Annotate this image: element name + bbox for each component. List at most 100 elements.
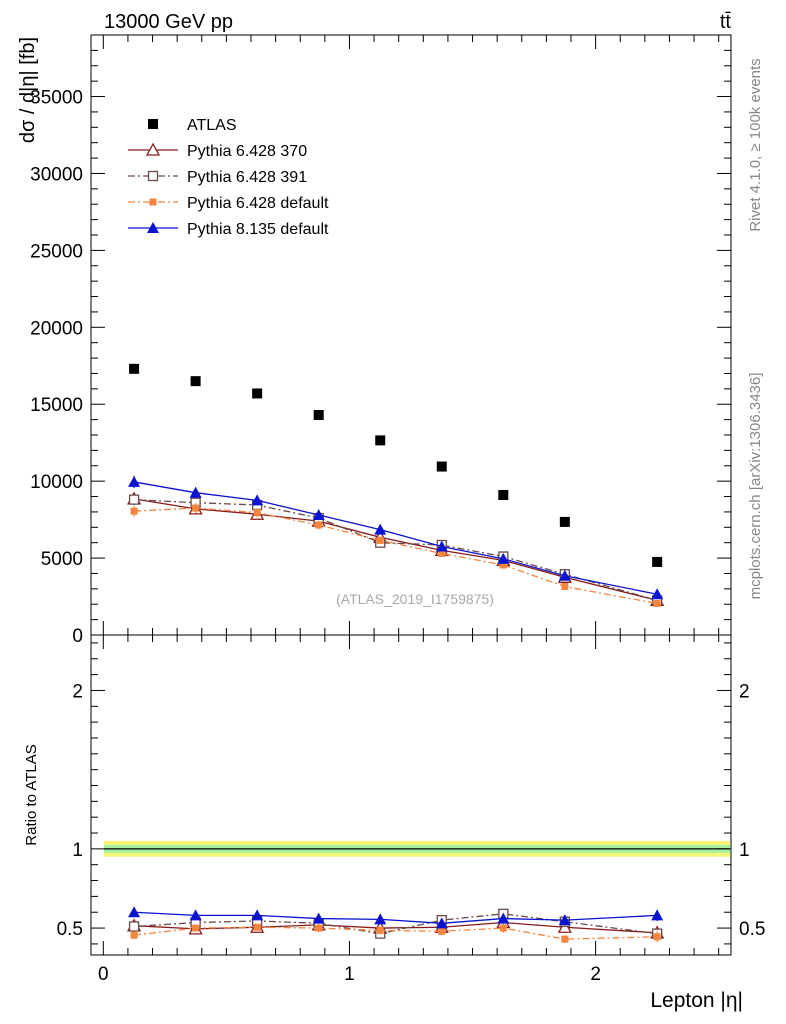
ratio-data-point: [651, 909, 664, 921]
ratio-y-tick-label: 2: [72, 681, 83, 702]
main-data-point: [559, 516, 570, 527]
main-data-point: [438, 549, 446, 557]
main-series-pythia-6-428-default: [130, 503, 661, 607]
main-ticks: [91, 34, 731, 636]
ratio-bands: [104, 840, 730, 857]
ratio-data-point: [128, 906, 141, 918]
ratio-data-point: [130, 931, 138, 939]
main-data-point: [192, 504, 200, 512]
ratio-series-line: [134, 913, 658, 935]
ratio-ticks: [91, 635, 731, 955]
legend-label: Pythia 6.428 391: [187, 169, 307, 186]
main-plot: 0 5000 10000 15000 20000 25000 30000 35000 (ATL…: [17, 34, 732, 647]
ratio-series-pythia-8-135-default: [128, 906, 664, 929]
main-data-point: [652, 556, 663, 567]
main-data-point: [312, 509, 325, 520]
main-data-point: [498, 490, 509, 500]
main-data-point: [190, 376, 201, 387]
legend-entry-pythia-6-428-default: Pythia 6.428 default: [128, 195, 329, 212]
ratio-data-point: [499, 924, 507, 932]
mcplots-label: mcplots.cern.ch [arXiv:1306.3436]: [747, 373, 764, 600]
legend-entry-atlas: ATLAS: [148, 117, 237, 134]
legend: ATLAS Pythia 6.428 370 Pythia 6.428 391 Pyt…: [128, 117, 329, 238]
main-y-tick-label: 10000: [30, 472, 83, 493]
main-data-point: [129, 363, 140, 374]
main-data-point: [558, 569, 571, 581]
main-data-point: [561, 583, 569, 591]
x-tick-labels: 0 1 2: [98, 964, 601, 985]
main-y-tick-label: 15000: [30, 395, 83, 416]
ratio-series-pythia-6-428-default: [130, 923, 661, 944]
main-data-point: [128, 494, 140, 505]
ratio-series: [126, 906, 665, 944]
ratio-y-axis-label: Ratio to ATLAS: [23, 744, 40, 845]
main-data-point: [253, 509, 261, 517]
main-series-pythia-6-428-370: [126, 491, 665, 607]
ratio-data-point: [128, 921, 140, 932]
ratio-y-tick-labels: 0.5 0.5 1 1 2 2: [57, 681, 766, 940]
legend-marker: [145, 142, 161, 156]
ratio-data-point: [192, 924, 200, 932]
main-series-pythia-6-428-391: [128, 494, 663, 606]
main-data-point: [651, 588, 664, 600]
main-y-tick-label: 35000: [30, 88, 83, 109]
ratio-data-point: [561, 935, 569, 943]
legend-label: Pythia 6.428 default: [187, 195, 329, 212]
main-series-line: [133, 481, 658, 595]
legend-entry-pythia-8-135-default: Pythia 8.135 default: [128, 221, 329, 238]
x-tick-label: 0: [98, 964, 109, 985]
ratio-data-point: [315, 924, 323, 932]
ratio-data-point: [438, 927, 446, 935]
main-series: [126, 363, 665, 607]
legend-marker: [147, 222, 159, 233]
ratio-data-point: [376, 926, 384, 934]
main-series-line: [134, 498, 658, 602]
main-data-point: [128, 475, 141, 487]
main-y-tick-labels: 0 5000 10000 15000 20000 25000 30000 35000: [30, 88, 83, 647]
main-series-pythia-8-135-default: [128, 475, 664, 600]
x-tick-label: 1: [344, 964, 355, 985]
ratio-y-tick-label-right: 0.5: [739, 919, 765, 940]
x-tick-label: 2: [590, 964, 601, 985]
main-data-point: [251, 494, 264, 506]
main-data-point: [130, 507, 138, 515]
main-data-point: [313, 410, 324, 420]
rivet-label: Rivet 4.1.0, ≥ 100k events: [747, 58, 764, 231]
ratio-data-point: [253, 923, 261, 931]
main-y-tick-label: 0: [72, 626, 83, 647]
process-label: tt̄: [720, 11, 732, 33]
ratio-data-point: [251, 909, 264, 921]
main-data-point: [499, 561, 507, 569]
ratio-data-point: [374, 913, 387, 925]
legend-marker: [149, 198, 157, 206]
ratio-y-tick-label: 1: [72, 840, 83, 861]
ratio-data-point: [189, 909, 202, 921]
legend-marker: [148, 119, 158, 129]
ratio-data-point: [558, 914, 571, 926]
main-data-point: [497, 552, 510, 564]
main-data-point: [436, 461, 447, 472]
main-y-tick-label: 25000: [30, 241, 83, 262]
main-data-point: [653, 599, 661, 607]
main-y-tick-label: 20000: [30, 318, 83, 339]
main-data-point: [252, 388, 263, 399]
ratio-y-tick-label-right: 2: [739, 681, 750, 702]
ratio-data-point: [653, 933, 661, 941]
ratio-series-pythia-6-428-391: [128, 908, 663, 939]
main-data-point: [374, 523, 387, 535]
legend-entry-pythia-6-428-370: Pythia 6.428 370: [128, 142, 307, 160]
legend-entry-pythia-6-428-391: Pythia 6.428 391: [128, 169, 307, 186]
main-y-axis-label: dσ / d|η| [fb]: [17, 37, 39, 143]
ratio-data-point: [312, 912, 325, 924]
legend-label: ATLAS: [187, 117, 237, 134]
analysis-label: (ATLAS_2019_I1759875): [336, 591, 494, 607]
ratio-data-point: [497, 912, 510, 924]
ratio-y-tick-label: 0.5: [57, 919, 83, 940]
main-data-point: [376, 536, 384, 544]
main-y-tick-label: 5000: [41, 549, 83, 570]
energy-label: 13000 GeV pp: [104, 11, 233, 33]
legend-label: Pythia 8.135 default: [187, 221, 329, 238]
main-series-line: [134, 507, 658, 605]
main-data-point: [375, 435, 386, 446]
